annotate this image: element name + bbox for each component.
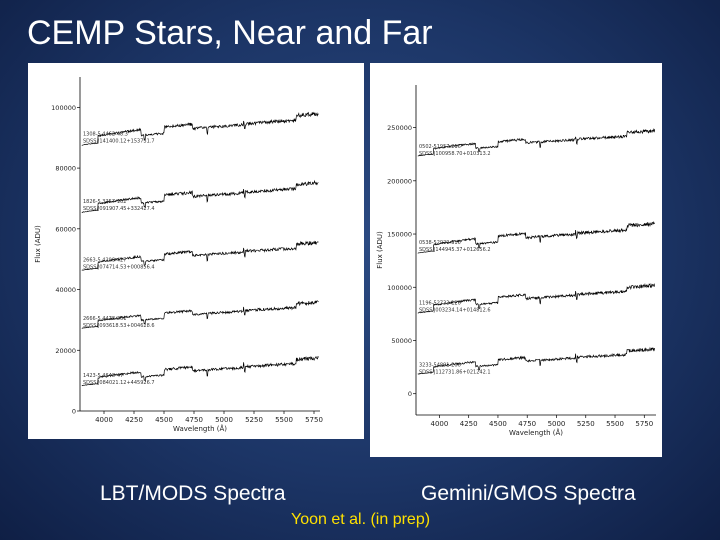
gemini-gmos-panel: 4000 4250 4500 4750 5000 5250 5500 5750 0 50000 10…	[370, 63, 662, 457]
y-tick-label: 20000	[55, 347, 76, 355]
spectrum-label: 1826-5.3257-162	[83, 199, 126, 205]
x-tick-label: 5500	[606, 420, 624, 428]
y-tick-label: 100000	[51, 104, 76, 112]
x-tick-label: 5000	[215, 416, 233, 424]
x-tick-label: 5750	[305, 416, 323, 424]
x-tick-label: 5000	[548, 420, 566, 428]
y-axis-label: Flux (ADU)	[34, 225, 42, 263]
lbt-mods-chart: 4000 4250 4500 4750 5000 5250 5500 5750 0 20000 40…	[34, 77, 323, 433]
caption-gemini-gmos: Gemini/GMOS Spectra	[421, 482, 636, 505]
y-tick-label: 80000	[55, 165, 76, 173]
x-tick-label: 4750	[185, 416, 203, 424]
y-tick-label: 200000	[387, 177, 412, 185]
spectrum-label: SDSS J144945.37+012656.2	[419, 247, 491, 253]
x-tick-label: 4750	[518, 420, 536, 428]
spectrum-line-1	[81, 111, 319, 146]
x-tick-label: 4000	[431, 420, 449, 428]
y-tick-label: 60000	[55, 225, 76, 233]
y-tick-label: 40000	[55, 286, 76, 294]
slide-title: CEMP Stars, Near and Far	[27, 14, 433, 52]
spectrum-label: 0502-51957-216	[419, 144, 461, 150]
credit-text: Yoon et al. (in prep)	[291, 511, 431, 528]
x-tick-label: 5250	[245, 416, 263, 424]
spectrum-label: 1196-52733-126	[419, 301, 461, 307]
x-tick-label: 4500	[155, 416, 173, 424]
spectrum-label: SDSS J084021.12+445926.7	[83, 380, 155, 386]
x-tick-label: 4250	[460, 420, 478, 428]
spectrum-line-3	[81, 240, 319, 271]
spectrum-line-2	[81, 179, 319, 213]
x-tick-label: 5250	[577, 420, 595, 428]
spectrum-line-5	[81, 355, 319, 387]
spectrum-line-1	[417, 127, 656, 157]
spectrum-line-4	[81, 300, 319, 329]
spectrum-label: 1308-5.4462-48.3	[83, 131, 128, 137]
y-axis-label: Flux (ADU)	[376, 231, 384, 269]
spectrum-label: 2666-5.4478-261	[83, 316, 126, 322]
spectrum-label: SDSS J093618.53+004628.6	[83, 323, 155, 329]
spectrum-label: 2663-5.4298-427	[83, 258, 126, 264]
x-tick-label: 5500	[275, 416, 293, 424]
spectrum-line-2	[417, 221, 655, 254]
spectrum-label: SDSS J091907.45+332427.4	[83, 206, 155, 212]
spectrum-label: SDSS J003234.14+014812.6	[419, 308, 491, 314]
spectrum-line-4	[417, 346, 656, 375]
y-tick-label: 250000	[387, 124, 412, 132]
x-axis-label: Wavelength (Å)	[509, 428, 563, 437]
y-tick-label: 150000	[387, 231, 412, 239]
spectrum-label: 3233-54891-206	[419, 362, 461, 368]
spectrum-label: 1423-5.4648-47	[83, 373, 123, 379]
spectrum-label: SDSS J100958.70+010313.2	[419, 151, 491, 157]
spectrum-label: SDSS J112731.86+021242.1	[419, 369, 491, 375]
y-tick-label: 0	[408, 390, 412, 398]
lbt-mods-panel: 4000 4250 4500 4750 5000 5250 5500 5750 0 20000 40…	[28, 63, 364, 439]
y-tick-label: 0	[72, 408, 76, 416]
x-tick-label: 4500	[489, 420, 507, 428]
x-tick-label: 4250	[125, 416, 143, 424]
spectrum-label: SDSS J141400.12+153731.7	[83, 138, 155, 144]
x-tick-label: 5750	[635, 420, 653, 428]
y-tick-label: 50000	[391, 337, 412, 345]
gemini-gmos-chart: 4000 4250 4500 4750 5000 5250 5500 5750 0 50000 10…	[376, 85, 656, 437]
y-tick-label: 100000	[387, 284, 412, 292]
x-axis-label: Wavelength (Å)	[173, 424, 227, 433]
x-tick-label: 4000	[95, 416, 113, 424]
caption-lbt-mods: LBT/MODS Spectra	[100, 482, 286, 505]
spectrum-line-3	[417, 283, 656, 314]
spectrum-label: SDSS J074714.53+000856.4	[83, 265, 155, 271]
spectrum-label: 0538-52029-310	[419, 240, 461, 246]
